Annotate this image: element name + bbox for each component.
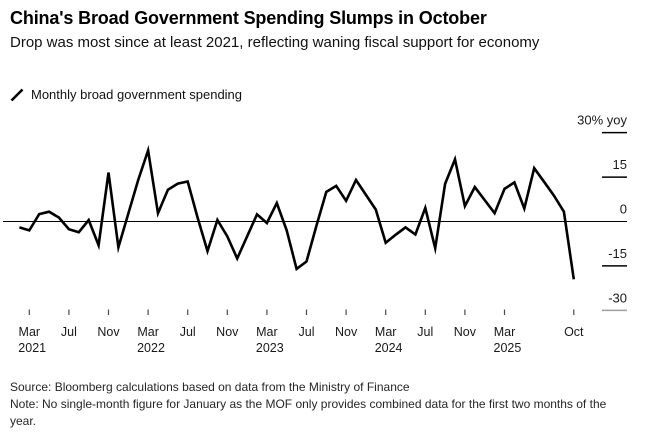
x-axis-label: Jul [417, 325, 433, 339]
x-axis-year-label: 2025 [494, 341, 522, 355]
x-axis-label: Jul [61, 325, 77, 339]
source-text: Source: Bloomberg calculations based on … [10, 380, 410, 394]
source-note-block: Source: Bloomberg calculations based on … [10, 379, 620, 430]
x-axis-label: Mar [494, 325, 516, 339]
line-series-slash-icon [10, 88, 24, 101]
legend-line-glyph [10, 88, 24, 101]
x-axis-label: Nov [335, 325, 358, 339]
chart-title: China's Broad Government Spending Slumps… [10, 8, 487, 28]
y-axis-label: -15 [608, 246, 627, 261]
x-axis-label: Jul [299, 325, 315, 339]
x-axis-year-label: 2021 [18, 341, 46, 355]
x-axis-year-label: 2024 [375, 341, 403, 355]
y-axis-label: -30 [608, 290, 627, 305]
x-axis-label: Mar [256, 325, 278, 339]
y-axis-label: 30% yoy [577, 113, 627, 128]
legend: Monthly broad government spending [10, 87, 242, 102]
spending-line-series [19, 144, 576, 280]
x-axis-label: Mar [137, 325, 159, 339]
y-axis-label: 0 [620, 202, 627, 217]
chart-subtitle: Drop was most since at least 2021, refle… [10, 34, 540, 51]
x-axis-label: Nov [216, 325, 239, 339]
x-axis-label: Oct [564, 325, 584, 339]
x-axis-label: Nov [97, 325, 120, 339]
x-axis-year-label: 2022 [137, 341, 165, 355]
y-axis-label: 15 [613, 157, 627, 172]
x-axis-year-label: 2023 [256, 341, 284, 355]
legend-label: Monthly broad government spending [31, 87, 243, 102]
x-axis-label: Mar [19, 325, 41, 339]
note-text: Note: No single-month figure for January… [10, 397, 607, 429]
x-axis-label: Nov [454, 325, 477, 339]
x-axis-label: Mar [375, 325, 397, 339]
x-axis-label: Jul [180, 325, 196, 339]
